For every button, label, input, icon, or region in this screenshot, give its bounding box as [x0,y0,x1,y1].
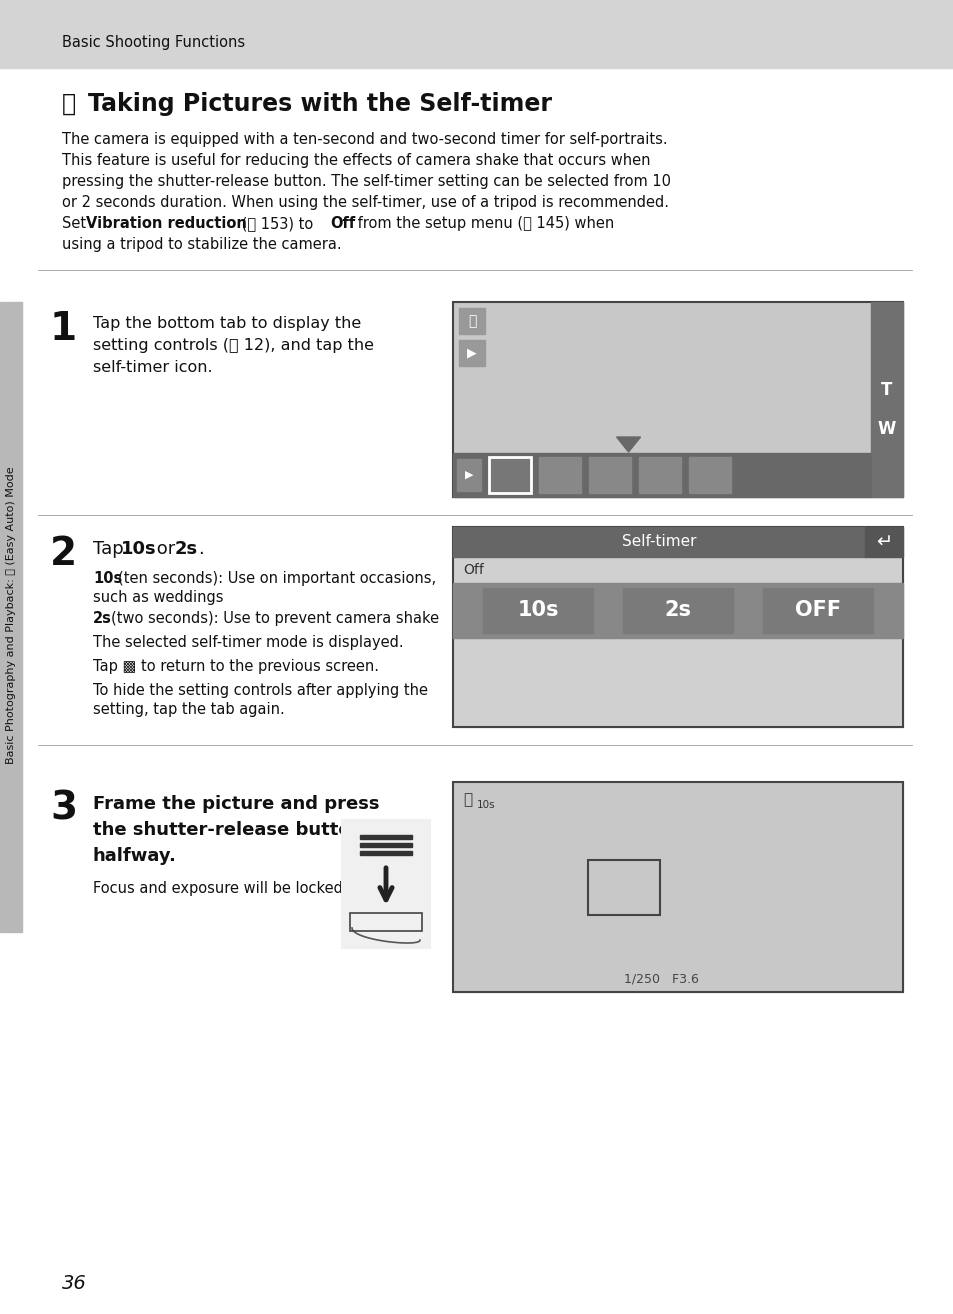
Text: Focus and exposure will be locked.: Focus and exposure will be locked. [92,880,347,896]
Bar [453,527,864,557]
Text: such as weddings: such as weddings [92,590,223,604]
Text: setting controls (⧄ 12), and tap the: setting controls (⧄ 12), and tap the [92,338,374,353]
Text: or 2 seconds duration. When using the self-timer, use of a tripod is recommended: or 2 seconds duration. When using the se… [62,194,668,210]
Bar [587,859,659,915]
Text: Tap ▩ to return to the previous screen.: Tap ▩ to return to the previous screen. [92,660,378,674]
Text: (two seconds): Use to prevent camera shake: (two seconds): Use to prevent camera sha… [111,611,438,625]
Bar [870,302,902,497]
Text: 10s: 10s [476,800,496,809]
Text: W: W [877,419,895,438]
Text: pressing the shutter-release button. The self-timer setting can be selected from: pressing the shutter-release button. The… [62,173,670,189]
Text: 10s: 10s [517,600,558,620]
Bar [453,583,902,639]
Bar [453,782,902,992]
Text: 10s: 10s [92,572,122,586]
Bar [458,340,484,367]
Text: 2: 2 [50,535,77,573]
Bar [453,527,902,727]
Text: (⧄ 153) to: (⧄ 153) to [236,215,317,231]
Text: Self-timer: Self-timer [621,535,696,549]
Text: using a tripod to stabilize the camera.: using a tripod to stabilize the camera. [62,237,341,252]
Text: 1: 1 [50,310,77,348]
Bar [453,527,902,727]
Bar [864,527,902,557]
Text: Vibration reduction: Vibration reduction [86,215,247,231]
Bar [0,302,22,932]
Bar [622,587,732,633]
Text: This feature is useful for reducing the effects of camera shake that occurs when: This feature is useful for reducing the … [62,152,650,168]
Text: ⓹: ⓹ [462,792,472,807]
Text: 2s: 2s [664,600,691,620]
Text: Off: Off [330,215,355,231]
Bar [456,459,480,491]
Text: .: . [198,540,204,558]
Text: ▶: ▶ [464,470,473,480]
Text: The camera is equipped with a ten-second and two-second timer for self-portraits: The camera is equipped with a ten-second… [62,131,667,147]
Bar [453,782,902,992]
Bar [453,453,870,497]
Text: from the setup menu (⧄ 145) when: from the setup menu (⧄ 145) when [353,215,614,231]
Text: 1/250   F3.6: 1/250 F3.6 [623,972,699,986]
Bar [588,457,630,493]
Bar [489,457,531,493]
Bar [350,913,421,932]
Bar [453,302,902,497]
Text: halfway.: halfway. [92,848,176,865]
Text: Taking Pictures with the Self-timer: Taking Pictures with the Self-timer [88,92,552,116]
Text: self-timer icon.: self-timer icon. [92,360,213,374]
Text: Basic Shooting Functions: Basic Shooting Functions [62,34,245,50]
Text: Set: Set [62,215,91,231]
Text: Off: Off [462,562,483,577]
Text: or: or [151,540,181,558]
Bar [762,587,872,633]
Bar [359,851,412,855]
Bar [341,820,430,947]
Text: Frame the picture and press: Frame the picture and press [92,795,379,813]
Text: ⓹: ⓹ [62,92,76,116]
Bar [453,302,902,497]
Text: (ten seconds): Use on important occasions,: (ten seconds): Use on important occasion… [118,572,436,586]
Text: Tap: Tap [92,540,130,558]
Text: T: T [881,381,892,398]
Bar [0,0,953,68]
Text: ▶: ▶ [467,347,476,360]
Bar [688,457,730,493]
Bar [359,834,412,840]
Text: 3: 3 [50,790,77,828]
Bar [458,307,484,334]
Text: Basic Photography and Playback: ⬜ (Easy Auto) Mode: Basic Photography and Playback: ⬜ (Easy … [6,466,16,763]
Text: The selected self-timer mode is displayed.: The selected self-timer mode is displaye… [92,635,403,650]
Bar [482,587,593,633]
Text: ↵: ↵ [875,532,891,552]
Polygon shape [616,438,639,452]
Bar [639,457,680,493]
Text: 36: 36 [62,1275,87,1293]
Text: 2s: 2s [174,540,198,558]
Text: Tap the bottom tab to display the: Tap the bottom tab to display the [92,315,361,331]
Text: 📷: 📷 [467,314,476,328]
Text: the shutter-release button: the shutter-release button [92,821,363,840]
Bar [489,457,531,493]
Text: OFF: OFF [794,600,841,620]
Text: 2s: 2s [92,611,112,625]
Text: 10s: 10s [121,540,156,558]
Bar [538,457,580,493]
Bar [359,844,412,848]
Text: setting, tap the tab again.: setting, tap the tab again. [92,702,284,717]
Text: To hide the setting controls after applying the: To hide the setting controls after apply… [92,683,428,698]
